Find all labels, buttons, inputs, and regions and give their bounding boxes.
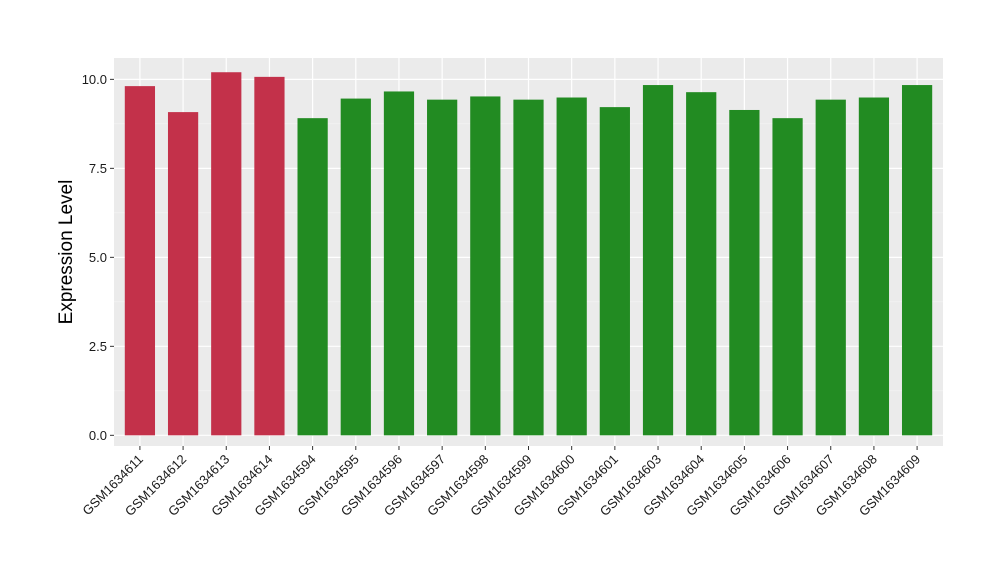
y-tick-label: 5.0 <box>89 250 107 265</box>
bar <box>772 118 803 436</box>
bar <box>124 86 156 436</box>
y-tick-label: 7.5 <box>89 161 107 176</box>
bar <box>556 97 587 436</box>
bar <box>427 99 458 436</box>
y-axis-title: Expression Level <box>56 180 77 325</box>
bar <box>815 99 846 436</box>
bar <box>729 109 760 436</box>
bar <box>599 107 630 436</box>
bar <box>470 96 501 436</box>
bar <box>211 72 242 436</box>
bar <box>297 118 328 436</box>
y-tick-label: 0.0 <box>89 428 107 443</box>
bar <box>513 99 544 436</box>
y-axis: 0.0 2.5 5.0 7.5 10.0 <box>82 72 114 443</box>
bar <box>858 97 890 436</box>
bar <box>254 76 285 436</box>
bar <box>642 85 674 436</box>
bars <box>124 72 933 436</box>
bar <box>167 112 199 436</box>
bar <box>901 85 933 436</box>
y-tick-label: 10.0 <box>82 72 107 87</box>
y-tick-label: 2.5 <box>89 339 107 354</box>
bar <box>383 91 415 436</box>
x-axis: GSM1634611GSM1634612GSM1634613GSM1634614… <box>79 446 923 519</box>
bar <box>340 98 371 436</box>
bar <box>686 92 717 436</box>
